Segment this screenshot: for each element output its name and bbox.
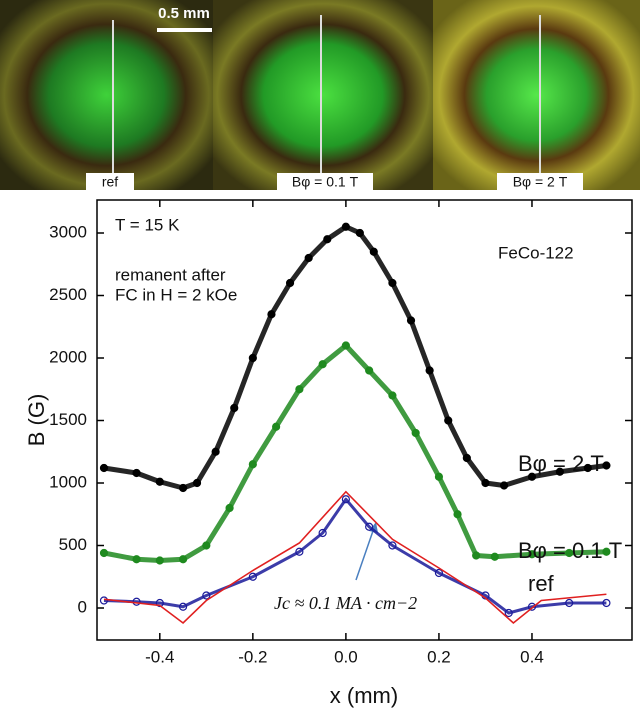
series-label: Bφ = 0.1 T — [518, 538, 622, 563]
data-point — [369, 247, 378, 256]
data-point — [434, 568, 444, 578]
x-tick-label: 0.0 — [334, 647, 358, 666]
data-point — [295, 385, 304, 394]
data-point — [155, 556, 164, 565]
y-tick-label: 2500 — [49, 285, 87, 304]
y-tick-label: 1000 — [49, 472, 87, 491]
micrograph — [213, 0, 433, 190]
data-point — [527, 550, 537, 559]
scale-bar-label: 0.5 mm — [158, 5, 210, 22]
series-label: Bφ = 2 T — [518, 451, 604, 476]
data-point — [527, 472, 537, 481]
panel-label: Bφ = 0.1 T — [292, 174, 359, 190]
data-point — [555, 467, 564, 476]
data-point — [481, 478, 490, 488]
data-point — [248, 460, 257, 469]
data-point — [178, 483, 188, 493]
data-point — [267, 310, 276, 319]
data-point — [355, 228, 364, 238]
data-point — [132, 468, 141, 478]
data-point — [304, 253, 313, 263]
data-point — [462, 453, 471, 463]
data-point — [318, 360, 327, 369]
panel-label-box — [497, 173, 583, 191]
data-point — [248, 353, 257, 363]
data-point — [341, 495, 350, 504]
data-point — [202, 541, 211, 550]
data-point — [490, 552, 499, 561]
panel-label: ref — [102, 174, 118, 190]
data-point — [425, 366, 434, 375]
data-point — [388, 391, 397, 400]
data-point — [99, 596, 109, 605]
data-point — [527, 602, 537, 611]
data-point — [602, 598, 611, 608]
data-point — [444, 416, 453, 425]
data-point — [565, 548, 574, 558]
data-point — [230, 403, 239, 413]
data-point — [323, 235, 332, 244]
data-point — [285, 278, 295, 288]
data-point — [318, 528, 327, 538]
data-point — [602, 461, 611, 470]
x-tick-label: -0.2 — [238, 647, 267, 666]
data-point — [388, 278, 397, 288]
data-point — [434, 472, 444, 481]
data-point — [248, 572, 257, 581]
data-trace — [103, 497, 607, 615]
annotation: FeCo-122 — [498, 243, 574, 262]
y-tick-label: 0 — [78, 597, 87, 616]
annotation: T = 15 K — [115, 215, 180, 234]
data-point — [565, 598, 574, 608]
data-point — [602, 547, 611, 556]
x-tick-label: 0.2 — [427, 647, 451, 666]
y-tick-label: 1500 — [49, 410, 87, 429]
y-tick-label: 500 — [59, 535, 87, 554]
fit-line — [103, 490, 607, 625]
data-point — [178, 555, 188, 564]
y-axis-label: B (G) — [24, 394, 49, 447]
data-point — [406, 316, 416, 325]
data-point — [225, 503, 234, 513]
data-point — [295, 547, 304, 556]
data-point — [211, 447, 220, 456]
data-point — [341, 341, 350, 350]
series-label: ref — [528, 571, 555, 596]
panel-label-box — [86, 173, 134, 191]
data-point — [99, 463, 109, 473]
data-point — [499, 481, 509, 490]
annotation: remanent after — [115, 265, 226, 284]
data-point — [132, 555, 141, 564]
y-tick-label: 3000 — [49, 222, 87, 241]
x-tick-label: 0.4 — [520, 647, 544, 666]
panel-label: Bφ = 2 T — [513, 174, 568, 190]
data-point — [202, 591, 211, 600]
data-point — [472, 551, 481, 560]
arrow — [355, 527, 375, 581]
data-point — [411, 428, 420, 438]
data-point — [178, 602, 188, 611]
x-tick-label: -0.4 — [145, 647, 174, 666]
panel-label-box — [277, 173, 373, 191]
data-point — [365, 366, 374, 375]
data-point — [453, 510, 462, 519]
data-point — [155, 477, 164, 486]
data-point — [99, 548, 109, 558]
data-point — [388, 541, 397, 550]
data-point — [504, 608, 513, 618]
data-point — [365, 522, 374, 531]
data-point — [192, 478, 202, 488]
data-point — [341, 222, 350, 231]
annotation: Jc ≈ 0.1 MA · cm−2 — [274, 593, 417, 613]
x-axis-label: x (mm) — [330, 683, 398, 708]
data-point — [272, 422, 281, 431]
annotation: FC in H = 2 kOe — [115, 285, 237, 304]
y-tick-label: 2000 — [49, 347, 87, 366]
data-point — [583, 463, 592, 473]
micrograph — [433, 0, 640, 190]
